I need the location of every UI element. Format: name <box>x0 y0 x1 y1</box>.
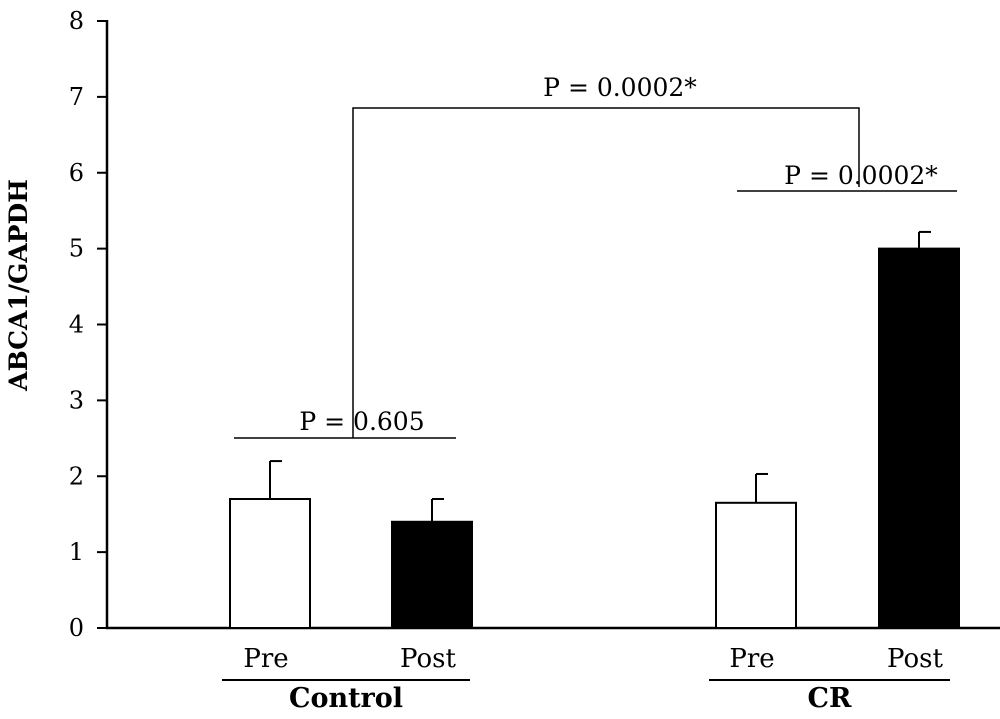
p-value-cr: P = 0.0002* <box>784 161 938 190</box>
y-tick-label: 5 <box>69 235 84 263</box>
y-tick-label: 4 <box>69 311 84 339</box>
category-label: Pre <box>243 644 288 674</box>
p-value-between-groups: P = 0.0002* <box>543 73 697 102</box>
bars <box>229 230 960 630</box>
y-tick-label: 0 <box>69 614 84 642</box>
category-label: Post <box>887 644 943 674</box>
y-axis: 0 1 2 3 4 5 6 7 8 <box>69 7 109 642</box>
significance-annotations: P = 0.605 P = 0.0002* P = 0.0002* <box>234 73 957 439</box>
y-ticks: 0 1 2 3 4 5 6 7 8 <box>69 7 107 642</box>
y-axis-title: ABCA1/GAPDH <box>4 179 33 392</box>
bar-control-pre <box>229 498 311 630</box>
category-label: Post <box>400 644 456 674</box>
group-labels: Control CR <box>222 679 950 714</box>
p-value-control: P = 0.605 <box>299 407 424 436</box>
bar-cr-post <box>878 247 960 629</box>
category-labels: Pre Post Pre Post <box>243 644 943 674</box>
y-tick-label: 8 <box>69 7 84 35</box>
y-tick-label: 1 <box>69 538 84 566</box>
y-tick-label: 7 <box>69 83 84 111</box>
bar-cr-pre <box>715 501 797 629</box>
group-label-cr: CR <box>808 683 852 714</box>
group-label-control: Control <box>289 683 403 714</box>
bar-control-post <box>391 520 473 630</box>
y-tick-label: 2 <box>69 462 84 490</box>
significance-bracket-between-groups <box>352 107 860 438</box>
category-label: Pre <box>729 644 774 674</box>
y-tick-label: 6 <box>69 159 84 187</box>
y-tick-label: 3 <box>69 386 84 414</box>
